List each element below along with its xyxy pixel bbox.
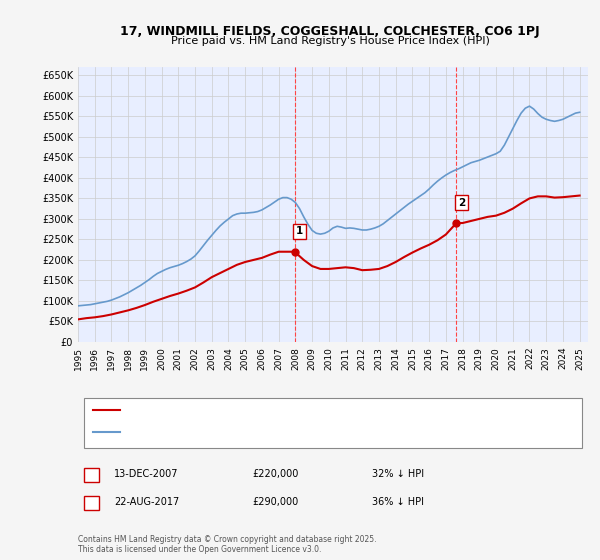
Text: 36% ↓ HPI: 36% ↓ HPI: [372, 497, 424, 507]
Text: 1: 1: [296, 226, 303, 236]
Text: 22-AUG-2017: 22-AUG-2017: [114, 497, 179, 507]
Text: Price paid vs. HM Land Registry's House Price Index (HPI): Price paid vs. HM Land Registry's House …: [170, 36, 490, 46]
Text: 2: 2: [458, 198, 465, 208]
Text: 17, WINDMILL FIELDS, COGGESHALL, COLCHESTER, CO6 1PJ (detached house): 17, WINDMILL FIELDS, COGGESHALL, COLCHES…: [123, 405, 461, 414]
Text: 1: 1: [88, 469, 95, 479]
Text: 13-DEC-2007: 13-DEC-2007: [114, 469, 179, 479]
Text: HPI: Average price, detached house, Braintree: HPI: Average price, detached house, Brai…: [123, 428, 323, 437]
Text: Contains HM Land Registry data © Crown copyright and database right 2025.
This d: Contains HM Land Registry data © Crown c…: [78, 535, 377, 554]
Text: £290,000: £290,000: [252, 497, 298, 507]
Text: £220,000: £220,000: [252, 469, 298, 479]
Text: 17, WINDMILL FIELDS, COGGESHALL, COLCHESTER, CO6 1PJ: 17, WINDMILL FIELDS, COGGESHALL, COLCHES…: [120, 25, 540, 38]
Text: 32% ↓ HPI: 32% ↓ HPI: [372, 469, 424, 479]
Text: 2: 2: [88, 497, 95, 507]
